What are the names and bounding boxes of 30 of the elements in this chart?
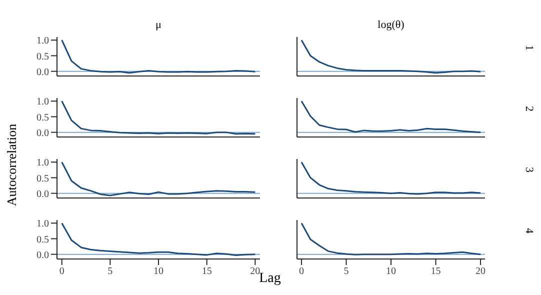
x-tick-label: 0 <box>59 266 64 278</box>
y-tick-label: 0.5 <box>36 234 49 246</box>
y-tick-label: 0.5 <box>36 112 49 124</box>
x-tick-label: 15 <box>202 266 212 278</box>
chart-title: log(θ) <box>376 19 406 31</box>
x-tick-label: 20 <box>250 266 260 278</box>
x-tick-label: 10 <box>386 266 396 278</box>
y-tick-label: 0.0 <box>36 188 49 200</box>
y2-axis-title: 3 <box>523 167 535 172</box>
y2-axis-title: 4 <box>523 228 535 234</box>
y-tick-label: 0.5 <box>36 51 49 62</box>
y-tick-label: 0.0 <box>36 66 49 78</box>
chart-title: μ <box>154 19 162 31</box>
x-tick-label: 5 <box>108 266 113 278</box>
x-tick-label: 5 <box>344 266 349 278</box>
y-tick-label: 1.0 <box>36 96 49 108</box>
y2-axis-title: 2 <box>523 106 535 112</box>
y-tick-label: 1.0 <box>36 158 49 169</box>
x-tick-label: 10 <box>154 266 164 278</box>
y-tick-label: 0.0 <box>36 128 49 139</box>
x-tick-label: 15 <box>430 266 441 278</box>
y-tick-label: 0.0 <box>36 250 49 261</box>
x-tick-label: 20 <box>476 266 486 278</box>
x-tick-label: 0 <box>298 266 304 278</box>
x-axis-title: Lag <box>259 271 282 287</box>
y-axis-title: Autocorrelation <box>4 124 20 206</box>
y-tick-label: 1.0 <box>36 218 49 230</box>
y-tick-label: 0.5 <box>36 173 49 184</box>
y2-axis-title: 1 <box>523 45 535 50</box>
y-tick-label: 1.0 <box>36 36 49 47</box>
